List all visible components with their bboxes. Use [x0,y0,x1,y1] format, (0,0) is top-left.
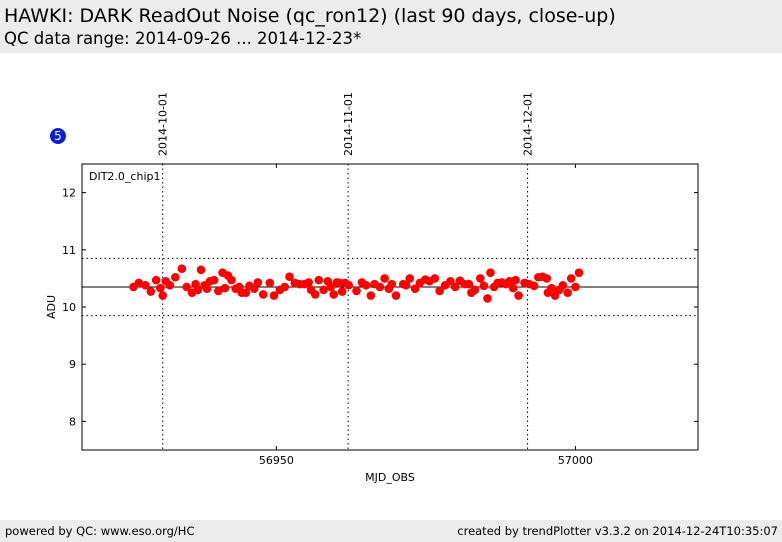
data-point [156,283,165,293]
data-point [165,280,175,290]
data-point [158,291,168,300]
data-point [410,284,420,293]
data-point [470,285,480,295]
powered-by-link[interactable]: powered by QC: www.eso.org/HC [5,524,195,538]
data-point [380,274,389,283]
data-point [253,278,263,287]
data-point [542,274,551,283]
data-point [280,282,290,292]
data-point [196,265,206,275]
data-point [486,268,495,277]
data-point [182,282,191,292]
y-tick-label: 9 [69,358,76,371]
date-marker-label: 2014-11-01 [342,92,355,156]
header-bar: HAWKI: DARK ReadOut Noise (qc_ron12) (la… [0,0,782,53]
data-point [269,291,279,300]
data-point [514,291,523,300]
date-marker-label: 2014-10-01 [157,92,170,156]
data-point [151,275,161,285]
data-point [479,281,489,291]
footer-bar: powered by QC: www.eso.org/HC created by… [0,520,782,542]
data-point [566,274,576,283]
data-point [508,283,518,293]
x-tick-label: 56950 [259,454,294,467]
data-point [134,278,144,288]
data-point [529,281,539,291]
data-point [304,278,313,287]
data-point [285,272,294,281]
data-point [387,279,397,289]
data-point [202,284,212,293]
data-range-subtitle: QC data range: 2014-09-26 ... 2014-12-23… [4,29,362,48]
y-tick-label: 11 [62,244,76,257]
data-point [476,274,485,283]
data-point [214,286,223,296]
y-tick-label: 12 [62,187,76,200]
data-point [326,282,336,292]
data-point [574,268,584,277]
data-point [220,283,230,293]
data-point [170,272,180,282]
data-point [391,291,401,300]
data-point [571,282,580,292]
data-point [241,288,251,298]
plot-frame [81,163,699,451]
x-tick-label: 57000 [558,454,593,467]
data-point [547,283,556,293]
data-point [483,294,492,303]
data-point [337,287,347,296]
data-point [511,275,520,285]
data-point [446,276,455,286]
data-point [329,290,339,299]
data-point [563,288,572,298]
data-point [249,284,259,293]
y-tick-label: 8 [69,415,76,428]
data-point [352,286,361,296]
data-point [344,280,354,290]
data-point [258,290,268,299]
data-point [319,285,328,295]
data-point [146,287,156,296]
chart-title: HAWKI: DARK ReadOut Noise (qc_ron12) (la… [4,5,616,27]
data-point [405,274,415,283]
data-point [375,282,385,292]
y-axis-label: ADU [45,295,58,319]
data-point [435,286,444,296]
data-point [265,278,275,288]
data-point [227,275,236,285]
data-point [314,275,324,285]
created-by-info: created by trendPlotter v3.3.2 on 2014-1… [457,524,778,538]
y-tick-label: 10 [62,301,76,314]
series-annotation: DIT2.0_chip1 [89,170,160,183]
data-point [141,280,150,290]
x-axis-label: MJD_OBS [365,471,415,484]
data-point [558,280,568,290]
count-badge: 5 [50,128,66,144]
data-point [401,280,411,290]
data-point [361,280,371,290]
data-point [450,282,460,292]
data-point [430,274,440,283]
data-point [310,290,320,299]
date-marker-label: 2014-12-01 [522,92,535,156]
data-point [193,285,203,295]
data-point [366,291,376,300]
data-point [464,279,474,289]
data-point [209,275,219,285]
data-point [177,264,187,273]
